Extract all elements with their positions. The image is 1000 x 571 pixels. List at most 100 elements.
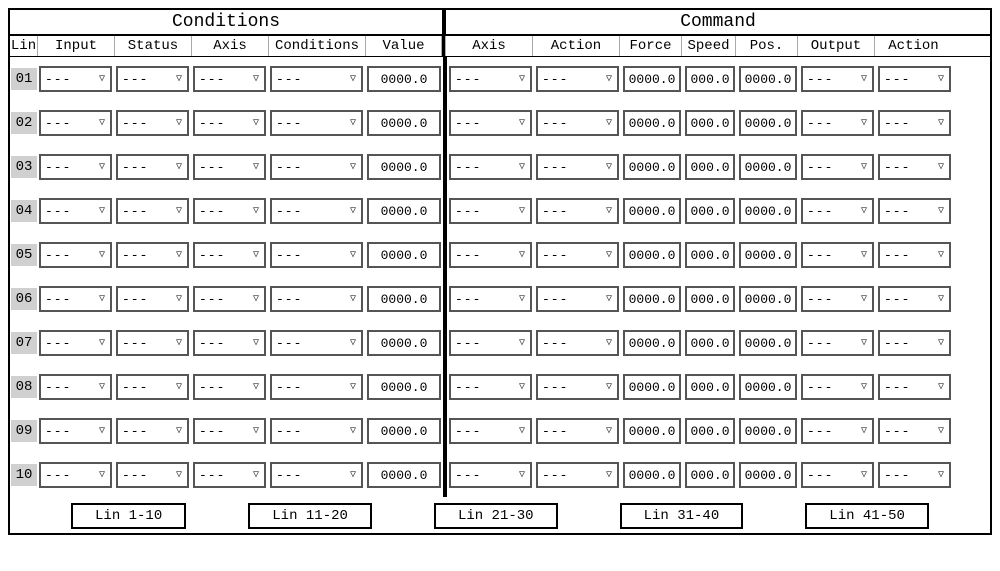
speed-field[interactable]: 000.0	[685, 374, 735, 400]
output-dropdown[interactable]: ---▽	[801, 154, 874, 180]
speed-field[interactable]: 000.0	[685, 154, 735, 180]
output-dropdown[interactable]: ---▽	[801, 462, 874, 488]
speed-field[interactable]: 000.0	[685, 286, 735, 312]
force-field[interactable]: 0000.0	[623, 374, 681, 400]
cond-axis-dropdown[interactable]: ---▽	[193, 242, 266, 268]
cond-axis-dropdown[interactable]: ---▽	[193, 286, 266, 312]
condition-dropdown[interactable]: ---▽	[270, 110, 363, 136]
page-button-2[interactable]: Lin 11-20	[248, 503, 372, 529]
speed-field[interactable]: 000.0	[685, 330, 735, 356]
cmd-axis-dropdown[interactable]: ---▽	[449, 374, 532, 400]
cmd-axis-dropdown[interactable]: ---▽	[449, 242, 532, 268]
cmd-axis-dropdown[interactable]: ---▽	[449, 66, 532, 92]
out-action-dropdown[interactable]: ---▽	[878, 374, 951, 400]
cmd-action-dropdown[interactable]: ---▽	[536, 286, 619, 312]
condition-dropdown[interactable]: ---▽	[270, 154, 363, 180]
speed-field[interactable]: 000.0	[685, 110, 735, 136]
condition-dropdown[interactable]: ---▽	[270, 198, 363, 224]
cmd-action-dropdown[interactable]: ---▽	[536, 198, 619, 224]
speed-field[interactable]: 000.0	[685, 242, 735, 268]
value-field[interactable]: 0000.0	[367, 198, 441, 224]
status-dropdown[interactable]: ---▽	[116, 242, 189, 268]
status-dropdown[interactable]: ---▽	[116, 66, 189, 92]
value-field[interactable]: 0000.0	[367, 242, 441, 268]
condition-dropdown[interactable]: ---▽	[270, 330, 363, 356]
out-action-dropdown[interactable]: ---▽	[878, 198, 951, 224]
value-field[interactable]: 0000.0	[367, 154, 441, 180]
condition-dropdown[interactable]: ---▽	[270, 286, 363, 312]
cmd-action-dropdown[interactable]: ---▽	[536, 330, 619, 356]
pos-field[interactable]: 0000.0	[739, 154, 797, 180]
cond-axis-dropdown[interactable]: ---▽	[193, 330, 266, 356]
out-action-dropdown[interactable]: ---▽	[878, 286, 951, 312]
cmd-action-dropdown[interactable]: ---▽	[536, 462, 619, 488]
page-button-4[interactable]: Lin 31-40	[620, 503, 744, 529]
output-dropdown[interactable]: ---▽	[801, 418, 874, 444]
value-field[interactable]: 0000.0	[367, 110, 441, 136]
input-dropdown[interactable]: ---▽	[39, 286, 112, 312]
status-dropdown[interactable]: ---▽	[116, 198, 189, 224]
output-dropdown[interactable]: ---▽	[801, 286, 874, 312]
cond-axis-dropdown[interactable]: ---▽	[193, 374, 266, 400]
pos-field[interactable]: 0000.0	[739, 462, 797, 488]
force-field[interactable]: 0000.0	[623, 242, 681, 268]
value-field[interactable]: 0000.0	[367, 462, 441, 488]
input-dropdown[interactable]: ---▽	[39, 374, 112, 400]
out-action-dropdown[interactable]: ---▽	[878, 66, 951, 92]
cond-axis-dropdown[interactable]: ---▽	[193, 462, 266, 488]
cmd-action-dropdown[interactable]: ---▽	[536, 242, 619, 268]
speed-field[interactable]: 000.0	[685, 418, 735, 444]
pos-field[interactable]: 0000.0	[739, 66, 797, 92]
cmd-axis-dropdown[interactable]: ---▽	[449, 330, 532, 356]
input-dropdown[interactable]: ---▽	[39, 462, 112, 488]
out-action-dropdown[interactable]: ---▽	[878, 330, 951, 356]
value-field[interactable]: 0000.0	[367, 66, 441, 92]
pos-field[interactable]: 0000.0	[739, 330, 797, 356]
cond-axis-dropdown[interactable]: ---▽	[193, 66, 266, 92]
cond-axis-dropdown[interactable]: ---▽	[193, 154, 266, 180]
output-dropdown[interactable]: ---▽	[801, 330, 874, 356]
out-action-dropdown[interactable]: ---▽	[878, 418, 951, 444]
condition-dropdown[interactable]: ---▽	[270, 66, 363, 92]
output-dropdown[interactable]: ---▽	[801, 66, 874, 92]
input-dropdown[interactable]: ---▽	[39, 242, 112, 268]
cmd-action-dropdown[interactable]: ---▽	[536, 66, 619, 92]
status-dropdown[interactable]: ---▽	[116, 418, 189, 444]
cmd-axis-dropdown[interactable]: ---▽	[449, 198, 532, 224]
force-field[interactable]: 0000.0	[623, 66, 681, 92]
output-dropdown[interactable]: ---▽	[801, 374, 874, 400]
pos-field[interactable]: 0000.0	[739, 198, 797, 224]
page-button-3[interactable]: Lin 21-30	[434, 503, 558, 529]
speed-field[interactable]: 000.0	[685, 66, 735, 92]
input-dropdown[interactable]: ---▽	[39, 66, 112, 92]
page-button-1[interactable]: Lin 1-10	[71, 503, 186, 529]
value-field[interactable]: 0000.0	[367, 330, 441, 356]
output-dropdown[interactable]: ---▽	[801, 242, 874, 268]
cond-axis-dropdown[interactable]: ---▽	[193, 418, 266, 444]
value-field[interactable]: 0000.0	[367, 418, 441, 444]
cmd-axis-dropdown[interactable]: ---▽	[449, 154, 532, 180]
status-dropdown[interactable]: ---▽	[116, 110, 189, 136]
status-dropdown[interactable]: ---▽	[116, 330, 189, 356]
condition-dropdown[interactable]: ---▽	[270, 418, 363, 444]
value-field[interactable]: 0000.0	[367, 286, 441, 312]
cond-axis-dropdown[interactable]: ---▽	[193, 110, 266, 136]
cmd-axis-dropdown[interactable]: ---▽	[449, 286, 532, 312]
output-dropdown[interactable]: ---▽	[801, 198, 874, 224]
pos-field[interactable]: 0000.0	[739, 110, 797, 136]
pos-field[interactable]: 0000.0	[739, 418, 797, 444]
condition-dropdown[interactable]: ---▽	[270, 374, 363, 400]
condition-dropdown[interactable]: ---▽	[270, 462, 363, 488]
status-dropdown[interactable]: ---▽	[116, 154, 189, 180]
condition-dropdown[interactable]: ---▽	[270, 242, 363, 268]
input-dropdown[interactable]: ---▽	[39, 198, 112, 224]
cmd-action-dropdown[interactable]: ---▽	[536, 374, 619, 400]
cmd-action-dropdown[interactable]: ---▽	[536, 110, 619, 136]
cmd-action-dropdown[interactable]: ---▽	[536, 418, 619, 444]
status-dropdown[interactable]: ---▽	[116, 374, 189, 400]
out-action-dropdown[interactable]: ---▽	[878, 154, 951, 180]
speed-field[interactable]: 000.0	[685, 462, 735, 488]
status-dropdown[interactable]: ---▽	[116, 462, 189, 488]
page-button-5[interactable]: Lin 41-50	[805, 503, 929, 529]
force-field[interactable]: 0000.0	[623, 154, 681, 180]
